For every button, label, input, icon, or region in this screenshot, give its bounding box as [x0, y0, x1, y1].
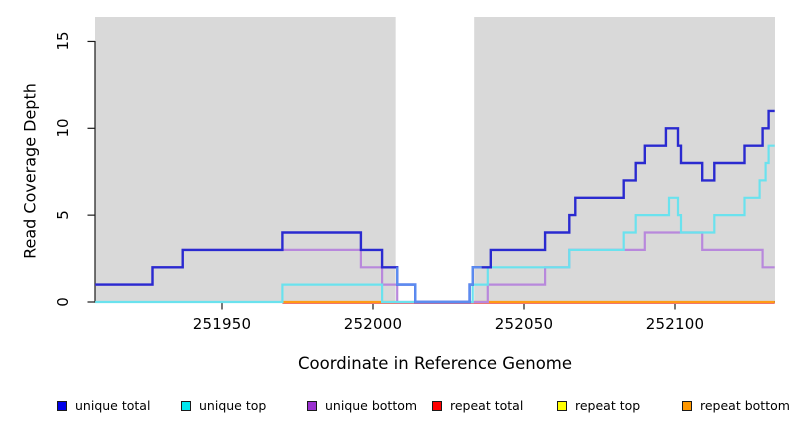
legend-item-repeat-top: repeat top [557, 398, 640, 413]
legend-label-repeat-bottom: repeat bottom [700, 398, 790, 413]
legend-label-repeat-total: repeat total [450, 398, 524, 413]
y-tick-label-15: 15 [54, 31, 72, 51]
gap-region [395, 17, 475, 303]
legend-swatch-repeat-total [432, 400, 442, 411]
unique-total-line [95, 109, 775, 304]
legend-label-unique-top: unique top [199, 398, 267, 413]
legend-swatch-unique-bottom [307, 400, 317, 411]
legend-item-unique-bottom: unique bottom [307, 398, 417, 413]
unique-total-gap-segment [396, 266, 482, 304]
x-tick-label-252050: 252050 [494, 315, 554, 333]
x-tick-label-252000: 252000 [343, 315, 403, 333]
legend-label-repeat-top: repeat top [575, 398, 641, 413]
legend-item-repeat-bottom: repeat bottom [682, 398, 790, 413]
y-tick-label-0: 0 [54, 297, 72, 307]
x-tick-label-252100: 252100 [645, 315, 705, 333]
legend-item-unique-top: unique top [181, 398, 266, 413]
legend-item-unique-total: unique total [57, 398, 150, 413]
legend-swatch-unique-total [57, 400, 67, 411]
legend-item-repeat-total: repeat total [432, 398, 523, 413]
unique-top-line [95, 144, 775, 304]
y-axis-title: Read Coverage Depth [20, 83, 40, 259]
legend-swatch-repeat-top [557, 400, 567, 411]
y-tick-label-10: 10 [54, 118, 72, 138]
legend-swatch-repeat-bottom [682, 400, 692, 411]
x-tick-label-251950: 251950 [192, 315, 252, 333]
y-tick-label-5: 5 [54, 210, 72, 220]
legend-swatch-unique-top [181, 400, 191, 411]
legend-label-unique-bottom: unique bottom [325, 398, 418, 413]
x-axis-title: Coordinate in Reference Genome [297, 354, 573, 373]
legend-label-unique-total: unique total [75, 398, 151, 413]
